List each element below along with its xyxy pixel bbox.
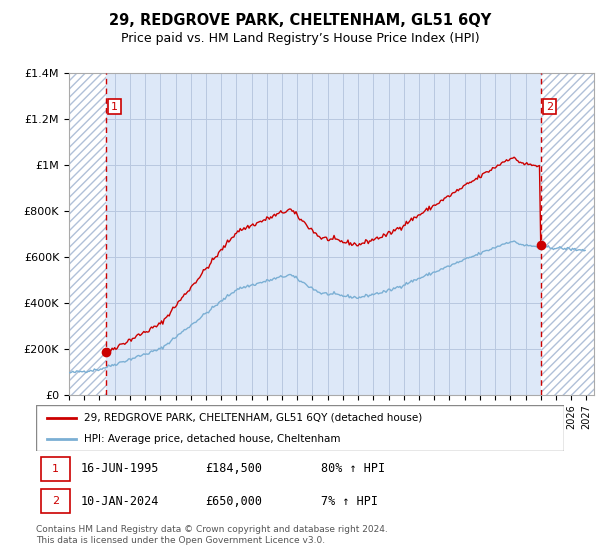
Text: 1: 1 (111, 101, 118, 111)
Text: £650,000: £650,000 (205, 494, 262, 508)
Bar (541, 73, 594, 395)
FancyBboxPatch shape (41, 457, 70, 480)
Text: 29, REDGROVE PARK, CHELTENHAM, GL51 6QY (detached house): 29, REDGROVE PARK, CHELTENHAM, GL51 6QY … (83, 413, 422, 423)
Text: HPI: Average price, detached house, Cheltenham: HPI: Average price, detached house, Chel… (83, 435, 340, 444)
Text: £184,500: £184,500 (205, 463, 262, 475)
FancyBboxPatch shape (41, 489, 70, 513)
Text: 80% ↑ HPI: 80% ↑ HPI (321, 463, 385, 475)
Text: 2: 2 (52, 496, 59, 506)
Text: 2: 2 (546, 101, 553, 111)
Text: 16-JUN-1995: 16-JUN-1995 (81, 463, 159, 475)
Text: Contains HM Land Registry data © Crown copyright and database right 2024.
This d: Contains HM Land Registry data © Crown c… (36, 525, 388, 545)
Text: 1: 1 (52, 464, 59, 474)
Text: 10-JAN-2024: 10-JAN-2024 (81, 494, 159, 508)
FancyBboxPatch shape (36, 405, 564, 451)
Text: 7% ↑ HPI: 7% ↑ HPI (321, 494, 378, 508)
Text: Price paid vs. HM Land Registry’s House Price Index (HPI): Price paid vs. HM Land Registry’s House … (121, 32, 479, 45)
Bar (69, 73, 106, 395)
Text: 29, REDGROVE PARK, CHELTENHAM, GL51 6QY: 29, REDGROVE PARK, CHELTENHAM, GL51 6QY (109, 13, 491, 28)
